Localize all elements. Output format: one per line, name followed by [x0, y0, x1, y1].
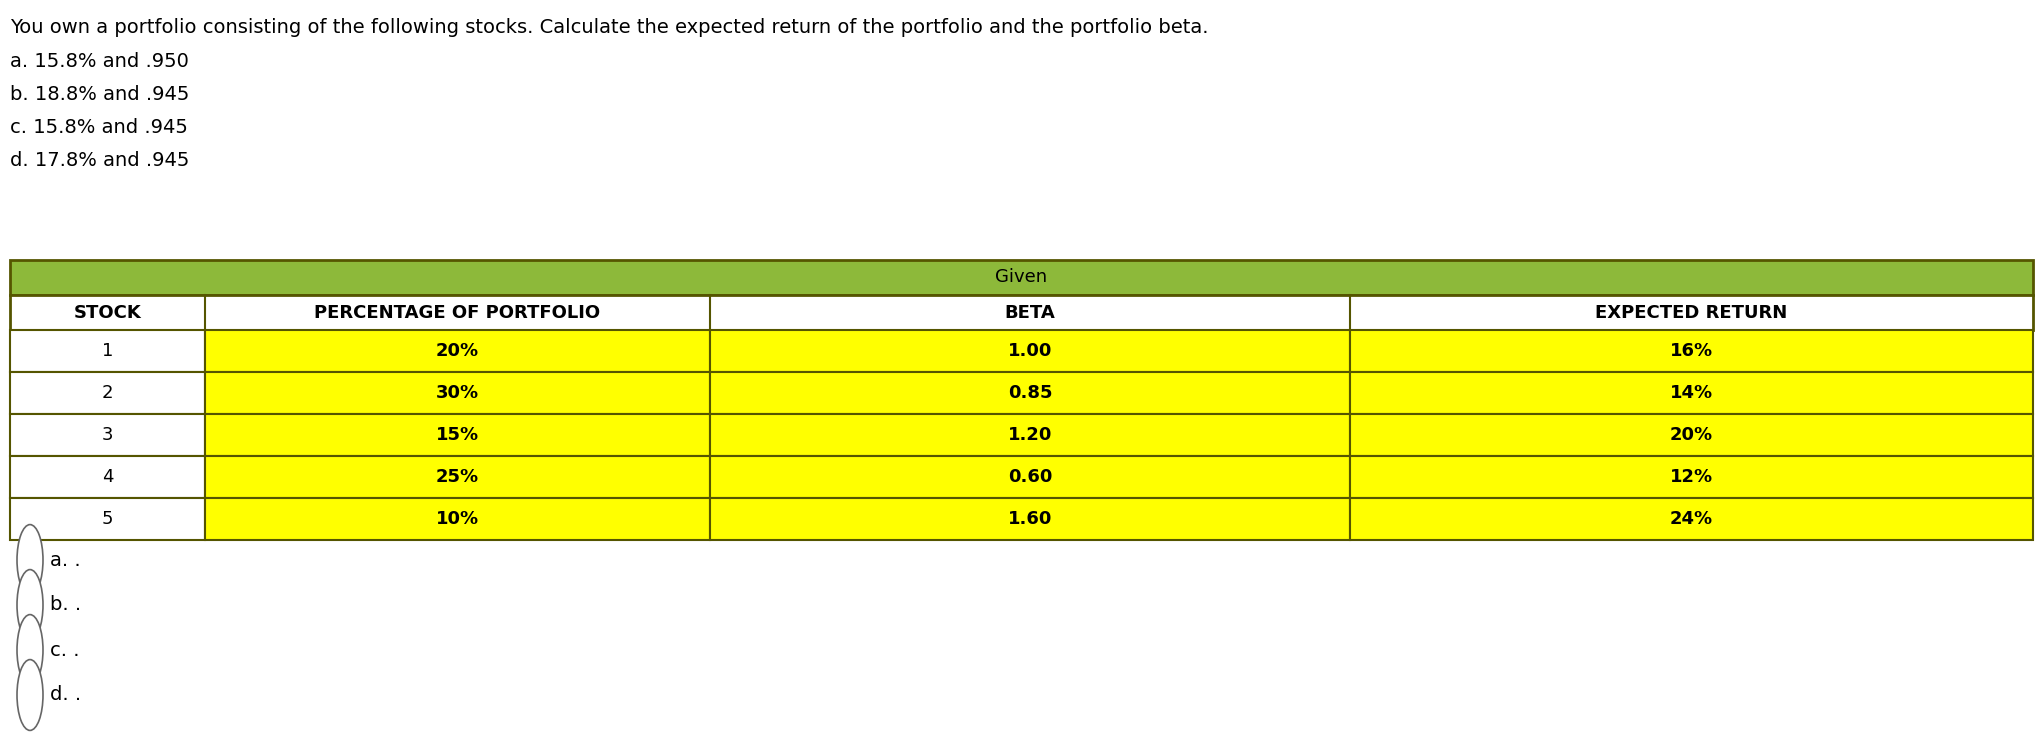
Text: 2: 2 — [102, 384, 112, 402]
Text: a. .: a. . — [49, 550, 80, 569]
Bar — [10, 498, 204, 540]
Text: 12%: 12% — [1669, 468, 1714, 486]
Text: b. 18.8% and .945: b. 18.8% and .945 — [10, 85, 190, 104]
Ellipse shape — [16, 524, 43, 596]
Text: BETA: BETA — [1005, 304, 1056, 322]
Bar — [1350, 330, 2033, 372]
Text: 1.20: 1.20 — [1007, 426, 1052, 444]
Bar — [204, 498, 711, 540]
Bar — [204, 330, 711, 372]
Text: 15%: 15% — [435, 426, 478, 444]
Bar — [711, 456, 1350, 498]
Bar — [1350, 414, 2033, 456]
Bar — [711, 414, 1350, 456]
Bar — [204, 372, 711, 414]
Bar — [10, 414, 204, 456]
Text: d. 17.8% and .945: d. 17.8% and .945 — [10, 151, 190, 170]
Text: 1: 1 — [102, 342, 112, 360]
Bar — [10, 330, 204, 372]
Text: 5: 5 — [102, 510, 112, 528]
Bar — [711, 372, 1350, 414]
Bar — [1350, 372, 2033, 414]
Text: 20%: 20% — [1669, 426, 1714, 444]
Text: b. .: b. . — [49, 596, 82, 614]
Text: 24%: 24% — [1669, 510, 1714, 528]
Text: 10%: 10% — [435, 510, 478, 528]
Ellipse shape — [16, 569, 43, 640]
Text: STOCK: STOCK — [74, 304, 141, 322]
Text: 14%: 14% — [1669, 384, 1714, 402]
Text: 0.60: 0.60 — [1007, 468, 1052, 486]
Text: 3: 3 — [102, 426, 112, 444]
Text: d. .: d. . — [49, 686, 82, 704]
Text: PERCENTAGE OF PORTFOLIO: PERCENTAGE OF PORTFOLIO — [315, 304, 601, 322]
Bar — [204, 456, 711, 498]
Text: Given: Given — [995, 268, 1048, 286]
Text: 16%: 16% — [1669, 342, 1714, 360]
Text: 20%: 20% — [435, 342, 478, 360]
Text: You own a portfolio consisting of the following stocks. Calculate the expected r: You own a portfolio consisting of the fo… — [10, 18, 1209, 37]
Bar — [711, 330, 1350, 372]
Text: 25%: 25% — [435, 468, 478, 486]
Text: c. .: c. . — [49, 640, 80, 659]
Bar — [1350, 456, 2033, 498]
Text: 0.85: 0.85 — [1007, 384, 1052, 402]
Bar — [10, 372, 204, 414]
Text: c. 15.8% and .945: c. 15.8% and .945 — [10, 118, 188, 137]
Text: 1.00: 1.00 — [1007, 342, 1052, 360]
Bar — [10, 295, 2033, 330]
Ellipse shape — [16, 659, 43, 730]
Text: 4: 4 — [102, 468, 112, 486]
Bar — [204, 414, 711, 456]
Text: 30%: 30% — [435, 384, 478, 402]
Text: 1.60: 1.60 — [1007, 510, 1052, 528]
Bar — [1350, 498, 2033, 540]
Bar — [10, 260, 2033, 295]
Text: a. 15.8% and .950: a. 15.8% and .950 — [10, 52, 188, 71]
Text: EXPECTED RETURN: EXPECTED RETURN — [1596, 304, 1788, 322]
Bar — [10, 456, 204, 498]
Ellipse shape — [16, 614, 43, 686]
Bar — [711, 498, 1350, 540]
